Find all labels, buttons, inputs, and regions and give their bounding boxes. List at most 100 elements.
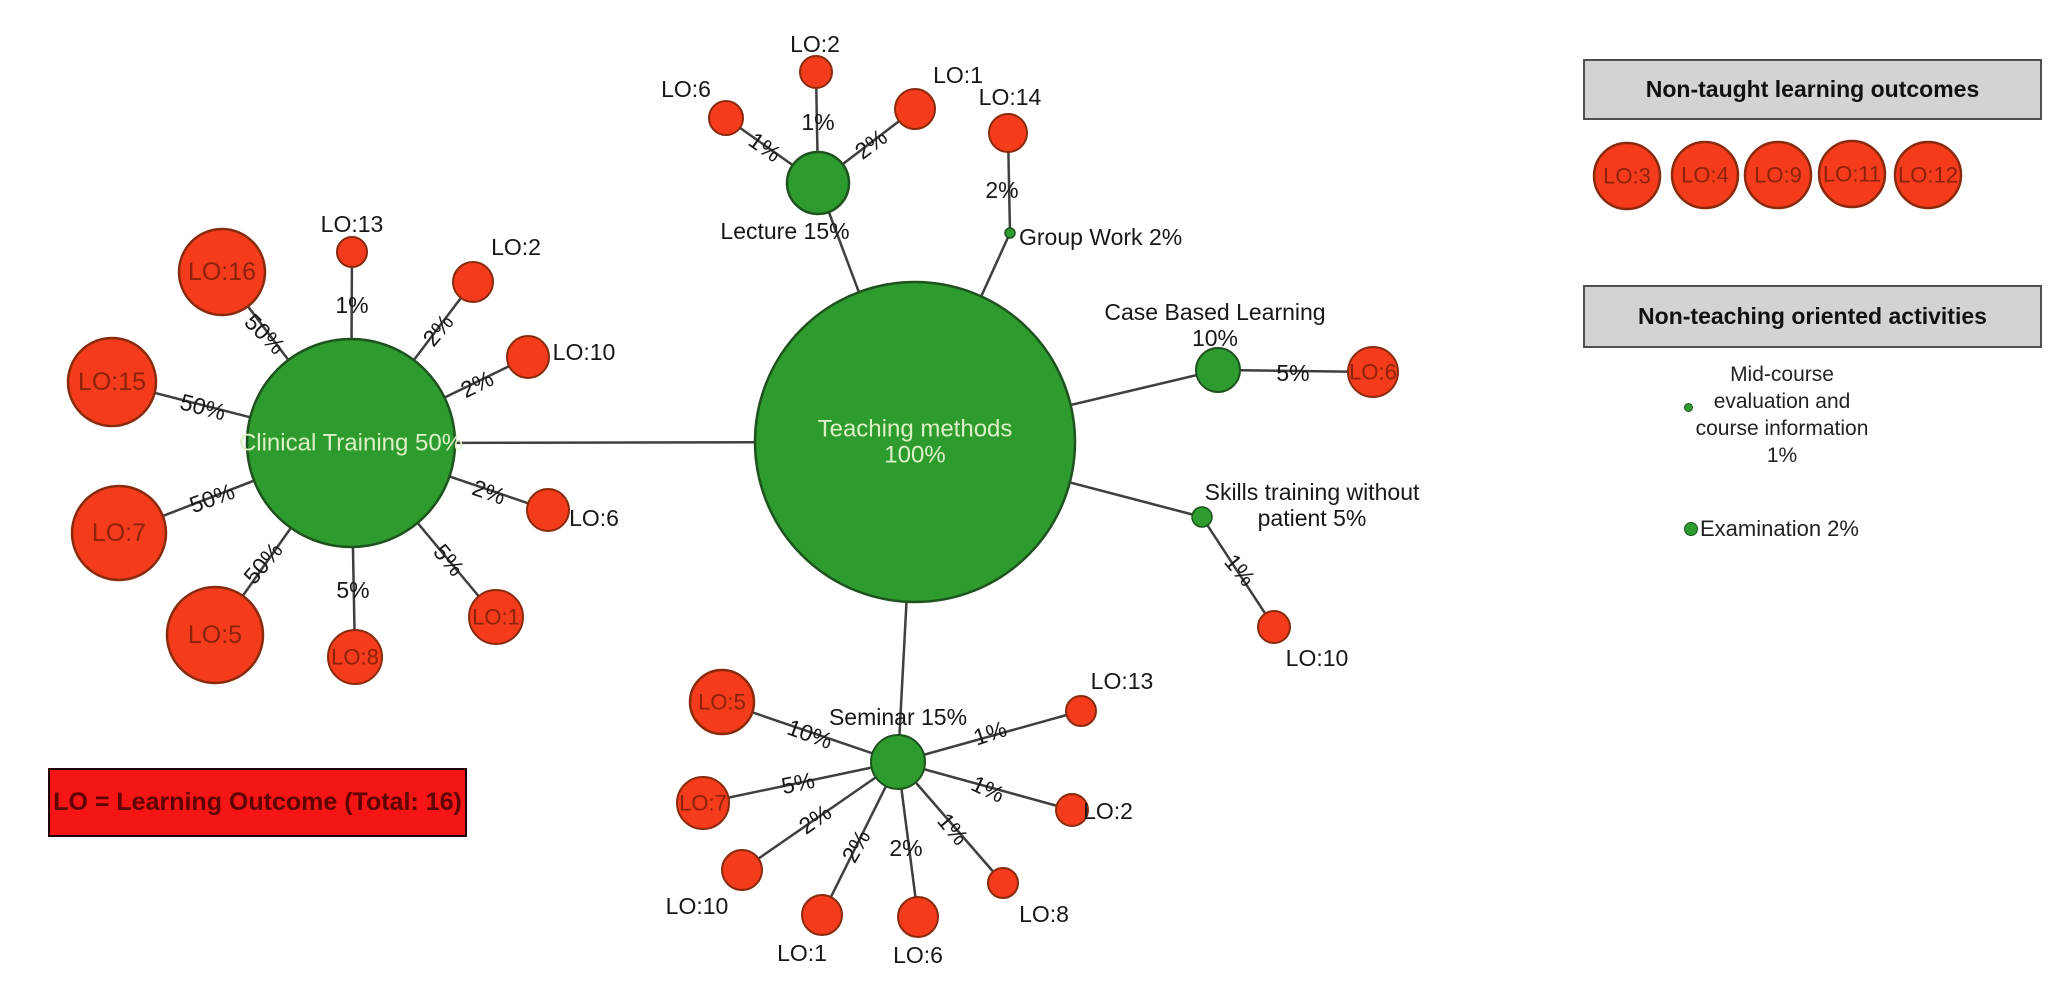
node-label-lo8-clinical: LO:8 (331, 645, 379, 670)
edge-label-clinical-lo13: 1% (335, 292, 368, 318)
node-label-teaching-methods-line2: 100% (884, 442, 945, 469)
node-label-lo6-seminar: LO:6 (893, 942, 943, 968)
edge-label-clinical-lo1: 5% (428, 539, 469, 581)
node-lo10-seminar (721, 849, 763, 891)
edge-seminar-lo10 (741, 760, 899, 872)
node-label-seminar: Seminar 15% (829, 704, 967, 730)
node-lo10-clinical (506, 335, 550, 379)
edge-label-lecture-lo6: 1% (744, 127, 786, 167)
node-lo2-seminar (1055, 793, 1089, 827)
node-lo5-seminar (688, 668, 756, 736)
edge-label-seminar-lo10: 2% (794, 799, 836, 839)
node-label-lo15-clinical: LO:15 (78, 368, 146, 396)
examination-note: Examination 2% (1684, 516, 1859, 542)
node-lo6-cbl (1347, 346, 1399, 398)
node-label-lo6-cbl: LO:6 (1349, 360, 1397, 385)
node-label-lecture: Lecture 15% (720, 218, 849, 244)
edge-seminar-lo2 (897, 760, 1073, 812)
node-label-skills-training-line2: patient 5% (1258, 505, 1367, 531)
node-label-lo11-legend: LO:11 (1823, 162, 1881, 187)
node-lo6-seminar (897, 896, 939, 938)
node-label-lo12-legend: LO:12 (1898, 163, 1958, 188)
panel-non-teaching-oriented-activities: Non-teaching oriented activities (1583, 285, 2042, 348)
node-lo10-skills (1257, 610, 1291, 644)
node-lo2-lecture (799, 55, 833, 89)
node-lo8-clinical (327, 629, 383, 685)
node-label-lo10-clinical: LO:10 (553, 339, 616, 365)
node-lo4-legend (1670, 140, 1740, 210)
edge-label-clinical-lo7: 50% (186, 478, 238, 518)
node-case-based-learning (1195, 347, 1241, 393)
node-lo6-clinical (526, 488, 570, 532)
examination-dot-icon (1684, 522, 1698, 536)
node-label-lo3-legend: LO:3 (1603, 164, 1651, 189)
panel-non-taught-learning-outcomes: Non-taught learning outcomes (1583, 59, 2042, 120)
edge-label-clinical-lo10: 2% (456, 365, 497, 403)
edge-label-cbl-lo6: 5% (1276, 360, 1309, 386)
edge-seminar-lo1 (820, 761, 900, 916)
node-lo15-clinical (66, 336, 158, 428)
node-group-work (1004, 227, 1016, 239)
node-label-lo16-clinical: LO:16 (188, 258, 256, 286)
node-lo5-clinical (165, 585, 265, 685)
node-label-case-based-learning-line2: 10% (1192, 325, 1238, 351)
edge-label-seminar-lo13: 1% (970, 715, 1010, 750)
node-lo9-legend (1743, 140, 1813, 210)
node-label-lo7-seminar: LO:7 (679, 791, 727, 816)
midcourse-line-3: course information (1695, 417, 1869, 440)
panel-non-taught-title: Non-taught learning outcomes (1645, 76, 1980, 102)
node-label-lo1-seminar: LO:1 (777, 940, 827, 966)
edge-seminar-lo7 (702, 760, 899, 805)
midcourse-evaluation-note: Mid-course evaluation and course informa… (1632, 361, 1932, 469)
node-lo1-lecture (894, 88, 936, 130)
edge-label-lecture-lo2: 1% (801, 109, 834, 135)
edge-label-clinical-lo15: 50% (177, 388, 228, 425)
node-lo14-groupwork (988, 113, 1028, 153)
node-label-lo1-lecture: LO:1 (933, 62, 983, 88)
node-label-lo10-skills: LO:10 (1286, 645, 1349, 671)
node-clinical-training (245, 337, 457, 549)
node-label-lo14-groupwork: LO:14 (979, 84, 1042, 110)
node-label-lo1-clinical: LO:1 (472, 605, 520, 630)
node-skills-training (1191, 506, 1213, 528)
node-lo16-clinical (177, 227, 267, 317)
edge-label-clinical-lo8: 5% (336, 577, 369, 603)
node-label-lo2-seminar: LO:2 (1083, 798, 1133, 824)
node-lo12-legend (1893, 140, 1963, 210)
node-label-lo13-clinical: LO:13 (321, 211, 384, 237)
node-lo1-seminar (801, 894, 843, 936)
edge-label-seminar-lo7: 5% (779, 767, 817, 799)
node-label-lo7-clinical: LO:7 (92, 519, 146, 547)
node-label-group-work: Group Work 2% (1019, 224, 1182, 250)
edge-skills-lo10 (1200, 516, 1276, 628)
node-lo7-clinical (70, 484, 168, 582)
node-seminar (870, 734, 926, 790)
node-lecture (785, 150, 851, 216)
node-lo11-legend (1817, 139, 1887, 209)
edge-label-clinical-lo6: 2% (469, 474, 509, 509)
legend-red-box-label: LO = Learning Outcome (Total: 16) (53, 788, 462, 816)
edge-label-seminar-lo1: 2% (836, 825, 875, 867)
node-label-clinical-training: Clinical Training 50% (239, 430, 463, 457)
edge-label-seminar-lo2: 1% (967, 770, 1008, 808)
node-label-lo13-seminar: LO:13 (1091, 668, 1154, 694)
node-lo13-clinical (336, 236, 368, 268)
node-label-lo4-legend: LO:4 (1681, 163, 1729, 188)
edge-label-seminar-lo6: 2% (889, 835, 922, 861)
node-label-lo2-lecture: LO:2 (790, 31, 840, 57)
node-teaching-methods (753, 280, 1077, 604)
node-lo13-seminar (1065, 695, 1097, 727)
midcourse-line-2: evaluation and (1713, 390, 1851, 413)
node-label-case-based-learning: Case Based Learning (1104, 299, 1325, 325)
node-lo7-seminar (676, 776, 730, 830)
legend-red-box: LO = Learning Outcome (Total: 16) (48, 768, 467, 837)
node-lo1-clinical (468, 589, 524, 645)
node-lo8-seminar (987, 867, 1019, 899)
panel-non-teaching-title: Non-teaching oriented activities (1638, 303, 1987, 329)
node-lo6-lecture (708, 100, 744, 136)
node-label-lo2-clinical: LO:2 (491, 234, 541, 260)
edge-seminar-lo13 (897, 709, 1082, 764)
node-label-lo5-clinical: LO:5 (188, 621, 242, 649)
node-label-skills-training: Skills training without (1205, 479, 1420, 505)
